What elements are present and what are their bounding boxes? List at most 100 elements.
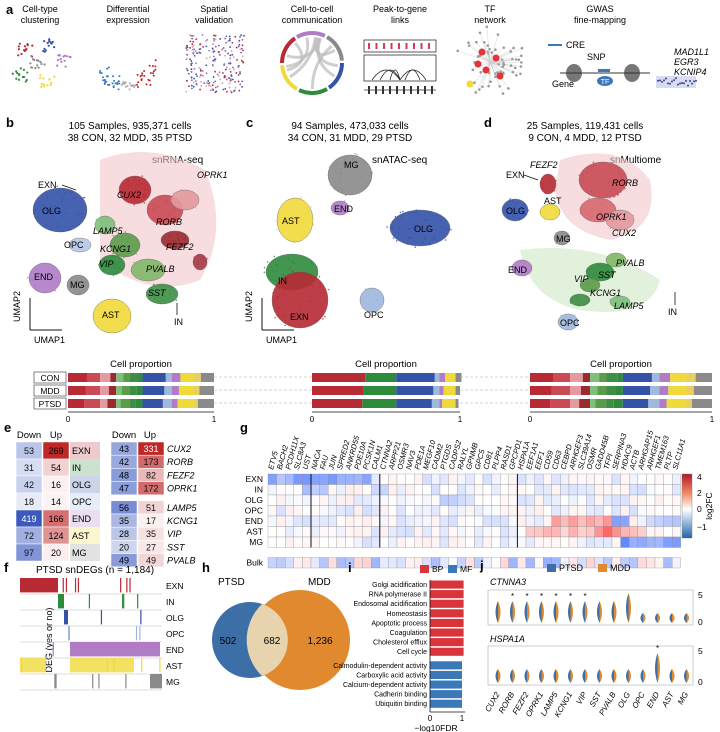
g-heat-cell	[388, 515, 398, 527]
g-heat-cell	[388, 526, 398, 538]
f-tick	[129, 578, 131, 593]
oprk1-blob-cell	[189, 206, 192, 209]
spatial-spot	[216, 73, 219, 76]
e-label-bg-OPC	[70, 493, 100, 510]
mg-blob-d-cell	[561, 234, 563, 236]
olg-blob-cell	[51, 205, 54, 207]
panel-h: h PTSD MDD 502 682 1,236	[202, 560, 350, 690]
end-blob-cell	[54, 289, 56, 292]
network-node	[494, 48, 497, 52]
spatial-spot	[229, 67, 231, 70]
proportion-segment	[551, 386, 571, 395]
olg-blob-c-cell	[408, 228, 411, 230]
g-row-label-MG: MG	[249, 537, 263, 547]
proportion-segment	[530, 386, 552, 395]
g-heat-cell	[620, 536, 630, 548]
j-violin-mdd	[541, 601, 544, 623]
g-heat-cell	[508, 473, 518, 485]
group-box-CON	[33, 371, 67, 384]
mg-blob-cell	[77, 291, 80, 294]
g-bulk-cell	[388, 557, 398, 569]
g-heat-cell	[637, 473, 647, 485]
g-heat-cell	[431, 526, 441, 538]
volcano-point	[154, 65, 157, 68]
pvalb-blob-cell	[155, 270, 157, 273]
end-blob-cell	[49, 284, 52, 287]
spatial-spot	[209, 85, 212, 87]
g-heat-cell	[285, 484, 294, 496]
e-value-up-LAMP5: 51	[146, 503, 156, 513]
rorb-blob-d-cell	[578, 174, 581, 177]
g-heat-cell	[379, 484, 389, 496]
g-heat-cell	[267, 484, 277, 496]
cux2-blob-cell	[127, 197, 129, 200]
peak-mark	[368, 43, 370, 49]
olg-blob-c-cell	[399, 211, 402, 214]
g-heat-cell	[620, 515, 630, 527]
ast-blob-c-cell	[298, 220, 300, 223]
e-value-up-PVALB: 49	[146, 556, 156, 566]
gwas-point	[671, 80, 673, 83]
g-heat-cell	[362, 484, 372, 496]
cluster-point	[39, 74, 42, 77]
volcano-point	[114, 82, 117, 85]
proportion-title-3: Cell proportion	[590, 359, 652, 370]
g-heat-cell	[620, 526, 630, 538]
panel-b-samples: 105 Samples, 935,371 cells	[69, 121, 192, 132]
cluster-point	[43, 85, 46, 88]
g-heat-cell	[465, 526, 475, 538]
exn-blob-c-cell	[285, 315, 288, 317]
network-hub	[474, 60, 482, 68]
exon-mark	[410, 86, 412, 94]
g-heat-cell	[336, 536, 346, 548]
oprk1-blob-cell	[190, 192, 193, 194]
ast-blob-cell	[129, 310, 132, 313]
f-tick	[100, 610, 103, 625]
opc-blob-cell	[86, 238, 89, 241]
f-row-label-OLG: OLG	[166, 613, 184, 623]
end-blob-c-cell	[346, 211, 348, 213]
e-value-down-END: 419	[21, 514, 36, 524]
network-edge	[457, 50, 491, 63]
proportion-segment	[455, 399, 459, 408]
g-heat-cell	[431, 473, 441, 485]
g-heat-cell	[646, 494, 656, 506]
vip-blob-cell	[111, 271, 114, 273]
pvalb-blob-cell	[148, 270, 151, 272]
proportion-segment	[442, 399, 456, 408]
cux2-blob-d-cell	[607, 214, 609, 217]
olg-blob-c-cell	[427, 211, 430, 214]
olg-blob-c-cell	[392, 237, 395, 239]
spatial-spot	[227, 40, 230, 42]
proportion-segment	[595, 399, 607, 408]
olg-blob-cell	[78, 223, 80, 226]
spatial-spot	[202, 74, 204, 77]
spatial-spot	[228, 82, 231, 85]
g-heat-cell	[328, 505, 337, 517]
ast-blob-d	[539, 203, 561, 221]
g-heat-cell	[422, 484, 432, 496]
ast-blob-d-cell	[543, 215, 546, 218]
rorb-blob-d-cell	[607, 180, 610, 183]
cluster-point	[39, 60, 42, 64]
opc-blob-d-cell	[561, 327, 564, 329]
g-bulk-cell	[353, 557, 363, 569]
cux2-blob-cell	[144, 185, 146, 187]
g-heat-cell	[336, 505, 346, 517]
kcng1-blob-d	[569, 293, 591, 307]
spatial-spot	[193, 48, 196, 50]
workflow-title-5: Peak-to-gene	[373, 4, 427, 14]
exon-mark	[403, 86, 405, 94]
lamp5-blob-cell	[104, 232, 107, 234]
g-heat-cell	[594, 473, 604, 485]
g-heat-cell	[672, 515, 681, 527]
spatial-spot	[224, 49, 227, 52]
ast-blob-c-cell	[302, 238, 304, 241]
pvalb-blob-cell	[151, 276, 153, 279]
g-heat-cell	[405, 494, 415, 506]
oprk1-blob-cell	[180, 203, 183, 206]
rorb-blob-d-cell	[582, 177, 585, 180]
f-tick	[137, 594, 139, 609]
olg-blob-d-cell	[511, 200, 514, 202]
